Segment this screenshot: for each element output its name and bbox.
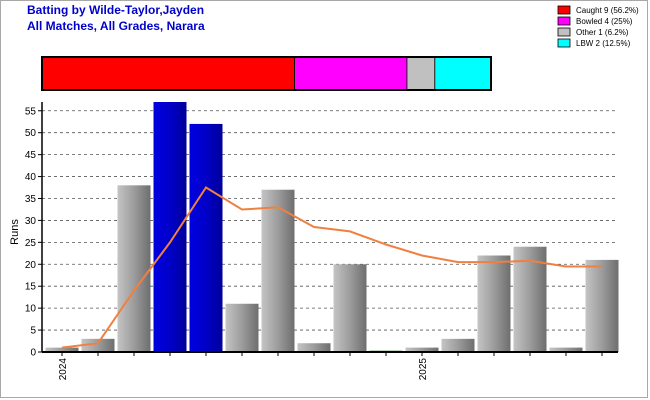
- bar: [189, 123, 223, 352]
- legend-swatch: [557, 16, 571, 26]
- y-tick-label: 5: [30, 326, 36, 337]
- y-tick-label: 15: [25, 282, 37, 293]
- bar: [45, 347, 79, 352]
- y-tick-label: 25: [25, 238, 37, 249]
- legend-swatch: [557, 5, 571, 15]
- y-tick-label: 50: [25, 128, 37, 139]
- legend-label: Bowled 4 (25%): [576, 17, 633, 26]
- bar: [513, 246, 547, 352]
- dismissal-segment: [406, 56, 436, 91]
- run-bars: [45, 102, 619, 352]
- bar: [441, 338, 475, 352]
- legend-swatch: [557, 27, 571, 37]
- bar: [153, 102, 187, 352]
- bar: [549, 347, 583, 352]
- bar: [225, 303, 259, 352]
- y-tick-label: 40: [25, 172, 37, 183]
- y-tick-label: 10: [25, 304, 37, 315]
- dismissal-proportion-bar: [41, 56, 492, 91]
- y-tick-labels: 0 5 10 15 20 25 30 35 40 45 50 55: [25, 106, 37, 358]
- axes: [38, 102, 618, 356]
- bar: [405, 347, 439, 352]
- y-tick-label: 30: [25, 216, 37, 227]
- y-tick-label: 45: [25, 150, 37, 161]
- bar: [81, 338, 115, 352]
- chart-subtitle: All Matches, All Grades, Narara: [27, 19, 205, 33]
- y-tick-label: 20: [25, 260, 37, 271]
- bar: [333, 264, 367, 352]
- x-tick-labels: 2024 2025: [58, 358, 429, 381]
- dismissal-segment: [294, 56, 408, 91]
- y-tick-label: 55: [25, 106, 37, 117]
- dismissal-segment: [41, 56, 295, 91]
- dismissal-segment: [434, 56, 492, 91]
- bar: [297, 343, 331, 352]
- bar: [585, 259, 619, 352]
- legend-label: Other 1 (6.2%): [576, 28, 629, 37]
- bar: [261, 189, 295, 352]
- bar: [477, 255, 511, 352]
- legend-label: Caught 9 (56.2%): [576, 6, 639, 15]
- chart-title: Batting by Wilde-Taylor,Jayden: [27, 3, 204, 17]
- average-line: [61, 186, 602, 349]
- legend-label: LBW 2 (12.5%): [576, 39, 631, 48]
- y-tick-label: 35: [25, 194, 37, 205]
- x-tick-label: 2025: [418, 358, 429, 381]
- legend-swatch: [557, 38, 571, 48]
- dismissal-bar-border: [41, 56, 492, 91]
- bar: [117, 185, 151, 352]
- dismissal-legend: Caught 9 (56.2%) Bowled 4 (25%) Other 1 (6…: [557, 5, 639, 48]
- y-axis-label: Runs: [9, 219, 21, 245]
- x-tick-label: 2024: [58, 358, 69, 381]
- average-line-path: [61, 186, 602, 349]
- y-tick-label: 0: [30, 348, 36, 359]
